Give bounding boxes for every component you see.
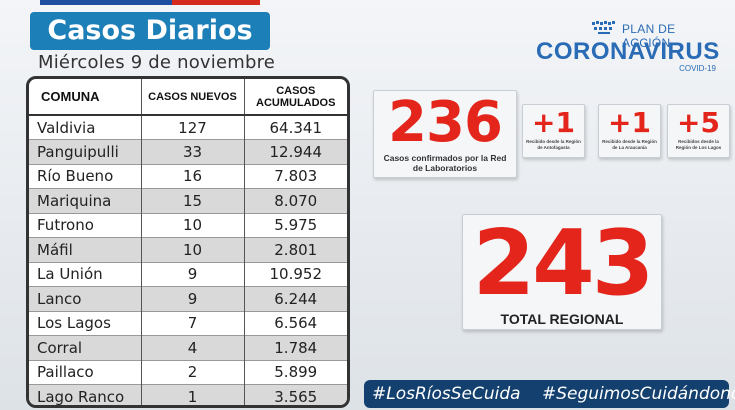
top-flag-stripe [40,0,260,5]
cell-nuevos: 4 [141,335,245,360]
table-row: Panguipulli 33 12.944 [29,139,347,164]
cell-acumulados: 5.975 [244,212,347,238]
cell-nuevos: 16 [141,163,245,189]
cell-acumulados: 12.944 [244,139,347,164]
total-regional-label: TOTAL REGIONAL [500,311,624,327]
chile-map-icon [592,21,615,34]
cell-nuevos: 10 [141,237,245,262]
import-description: Recibidos desde la Región de Los Lagos [675,139,722,150]
logo-main-text: CORONAVIRUS [536,38,720,65]
import-card-los-lagos: +5 Recibidos desde la Región de Los Lago… [667,104,730,158]
cell-comuna: Lanco [29,286,142,311]
cell-nuevos: 9 [141,261,245,287]
confirmed-cases-value: 236 [388,90,503,155]
cell-comuna: Río Bueno [29,163,142,189]
import-description: Recibido desde la Región de Antofagasta [526,139,581,150]
total-regional-card: 243 TOTAL REGIONAL [462,214,662,330]
cell-acumulados: 2.801 [244,237,347,262]
cell-comuna: Panguipulli [29,139,142,164]
header-acumulados-line2: ACUMULADOS [256,96,336,109]
cell-nuevos: 7 [141,310,245,336]
cell-nuevos: 1 [141,384,245,405]
coronavirus-plan-logo: PLAN DE ACCIÓN CORONAVIRUS COVID-19 [532,18,722,74]
cell-nuevos: 2 [141,359,245,385]
cell-acumulados: 6.564 [244,310,347,336]
table-row: Corral 4 1.784 [29,335,347,360]
cell-nuevos: 127 [141,114,245,140]
logo-covid-text: COVID-19 [679,64,716,73]
hashtag-seguimos: #SeguimosCuidándonos [542,384,735,404]
total-regional-value: 243 [472,211,655,316]
cell-nuevos: 10 [141,212,245,238]
table-row: Río Bueno 16 7.803 [29,163,347,189]
cell-comuna: Los Lagos [29,310,142,336]
import-value: +1 [532,106,575,139]
confirmed-cases-description: Casos confirmados por la Red de Laborato… [383,153,507,173]
header-casos-acumulados: CASOS ACUMULADOS [244,79,347,116]
import-value: +5 [677,106,720,139]
date-subtitle: Miércoles 9 de noviembre [38,52,276,73]
import-value: +1 [608,106,651,139]
cell-acumulados: 3.565 [244,384,347,405]
table-row: Valdivia 127 64.341 [29,114,347,140]
page-title: Casos Diarios [30,12,270,50]
logo-plan-text: PLAN DE ACCIÓN [622,22,676,50]
cell-acumulados: 64.341 [244,114,347,140]
confirmed-cases-card: 236 Casos confirmados por la Red de Labo… [373,90,517,178]
header-acumulados-line1: CASOS [276,84,316,97]
cell-acumulados: 6.244 [244,286,347,311]
import-card-araucania: +1 Recibido desde la Región de La Arauca… [598,104,661,158]
table-row: La Unión 9 10.952 [29,261,347,287]
cell-acumulados: 10.952 [244,261,347,287]
cell-comuna: Corral [29,335,142,360]
table-row: Paillaco 2 5.899 [29,359,347,385]
cell-comuna: Lago Ranco [29,384,142,405]
cell-comuna: La Unión [29,261,142,287]
cell-comuna: Futrono [29,212,142,238]
cases-table: COMUNA CASOS NUEVOS CASOS ACUMULADOS Val… [26,76,350,408]
cell-acumulados: 7.803 [244,163,347,189]
header-casos-nuevos: CASOS NUEVOS [141,79,245,116]
import-card-antofagasta: +1 Recibido desde la Región de Antofagas… [522,104,585,158]
import-description: Recibido desde la Región de La Araucanía [602,139,657,150]
cell-comuna: Máfil [29,237,142,262]
hashtag-banner: #LosRíosSeCuida #SeguimosCuidándonos [364,380,735,408]
header-comuna: COMUNA [29,79,142,116]
cell-nuevos: 9 [141,286,245,311]
cell-nuevos: 33 [141,139,245,164]
cell-comuna: Paillaco [29,359,142,385]
table-row: Futrono 10 5.975 [29,212,347,238]
table-row: Mariquina 15 8.070 [29,188,347,213]
table-row: Lago Ranco 1 3.565 [29,384,347,405]
table-row: Lanco 9 6.244 [29,286,347,311]
cell-acumulados: 5.899 [244,359,347,385]
cell-comuna: Mariquina [29,188,142,213]
cell-nuevos: 15 [141,188,245,213]
cell-comuna: Valdivia [29,114,142,140]
cell-acumulados: 8.070 [244,188,347,213]
hashtag-los-rios: #LosRíosSeCuida [372,384,521,404]
table-row: Máfil 10 2.801 [29,237,347,262]
table-row: Los Lagos 7 6.564 [29,310,347,336]
cell-acumulados: 1.784 [244,335,347,360]
table-header-row: COMUNA CASOS NUEVOS CASOS ACUMULADOS [29,79,347,116]
